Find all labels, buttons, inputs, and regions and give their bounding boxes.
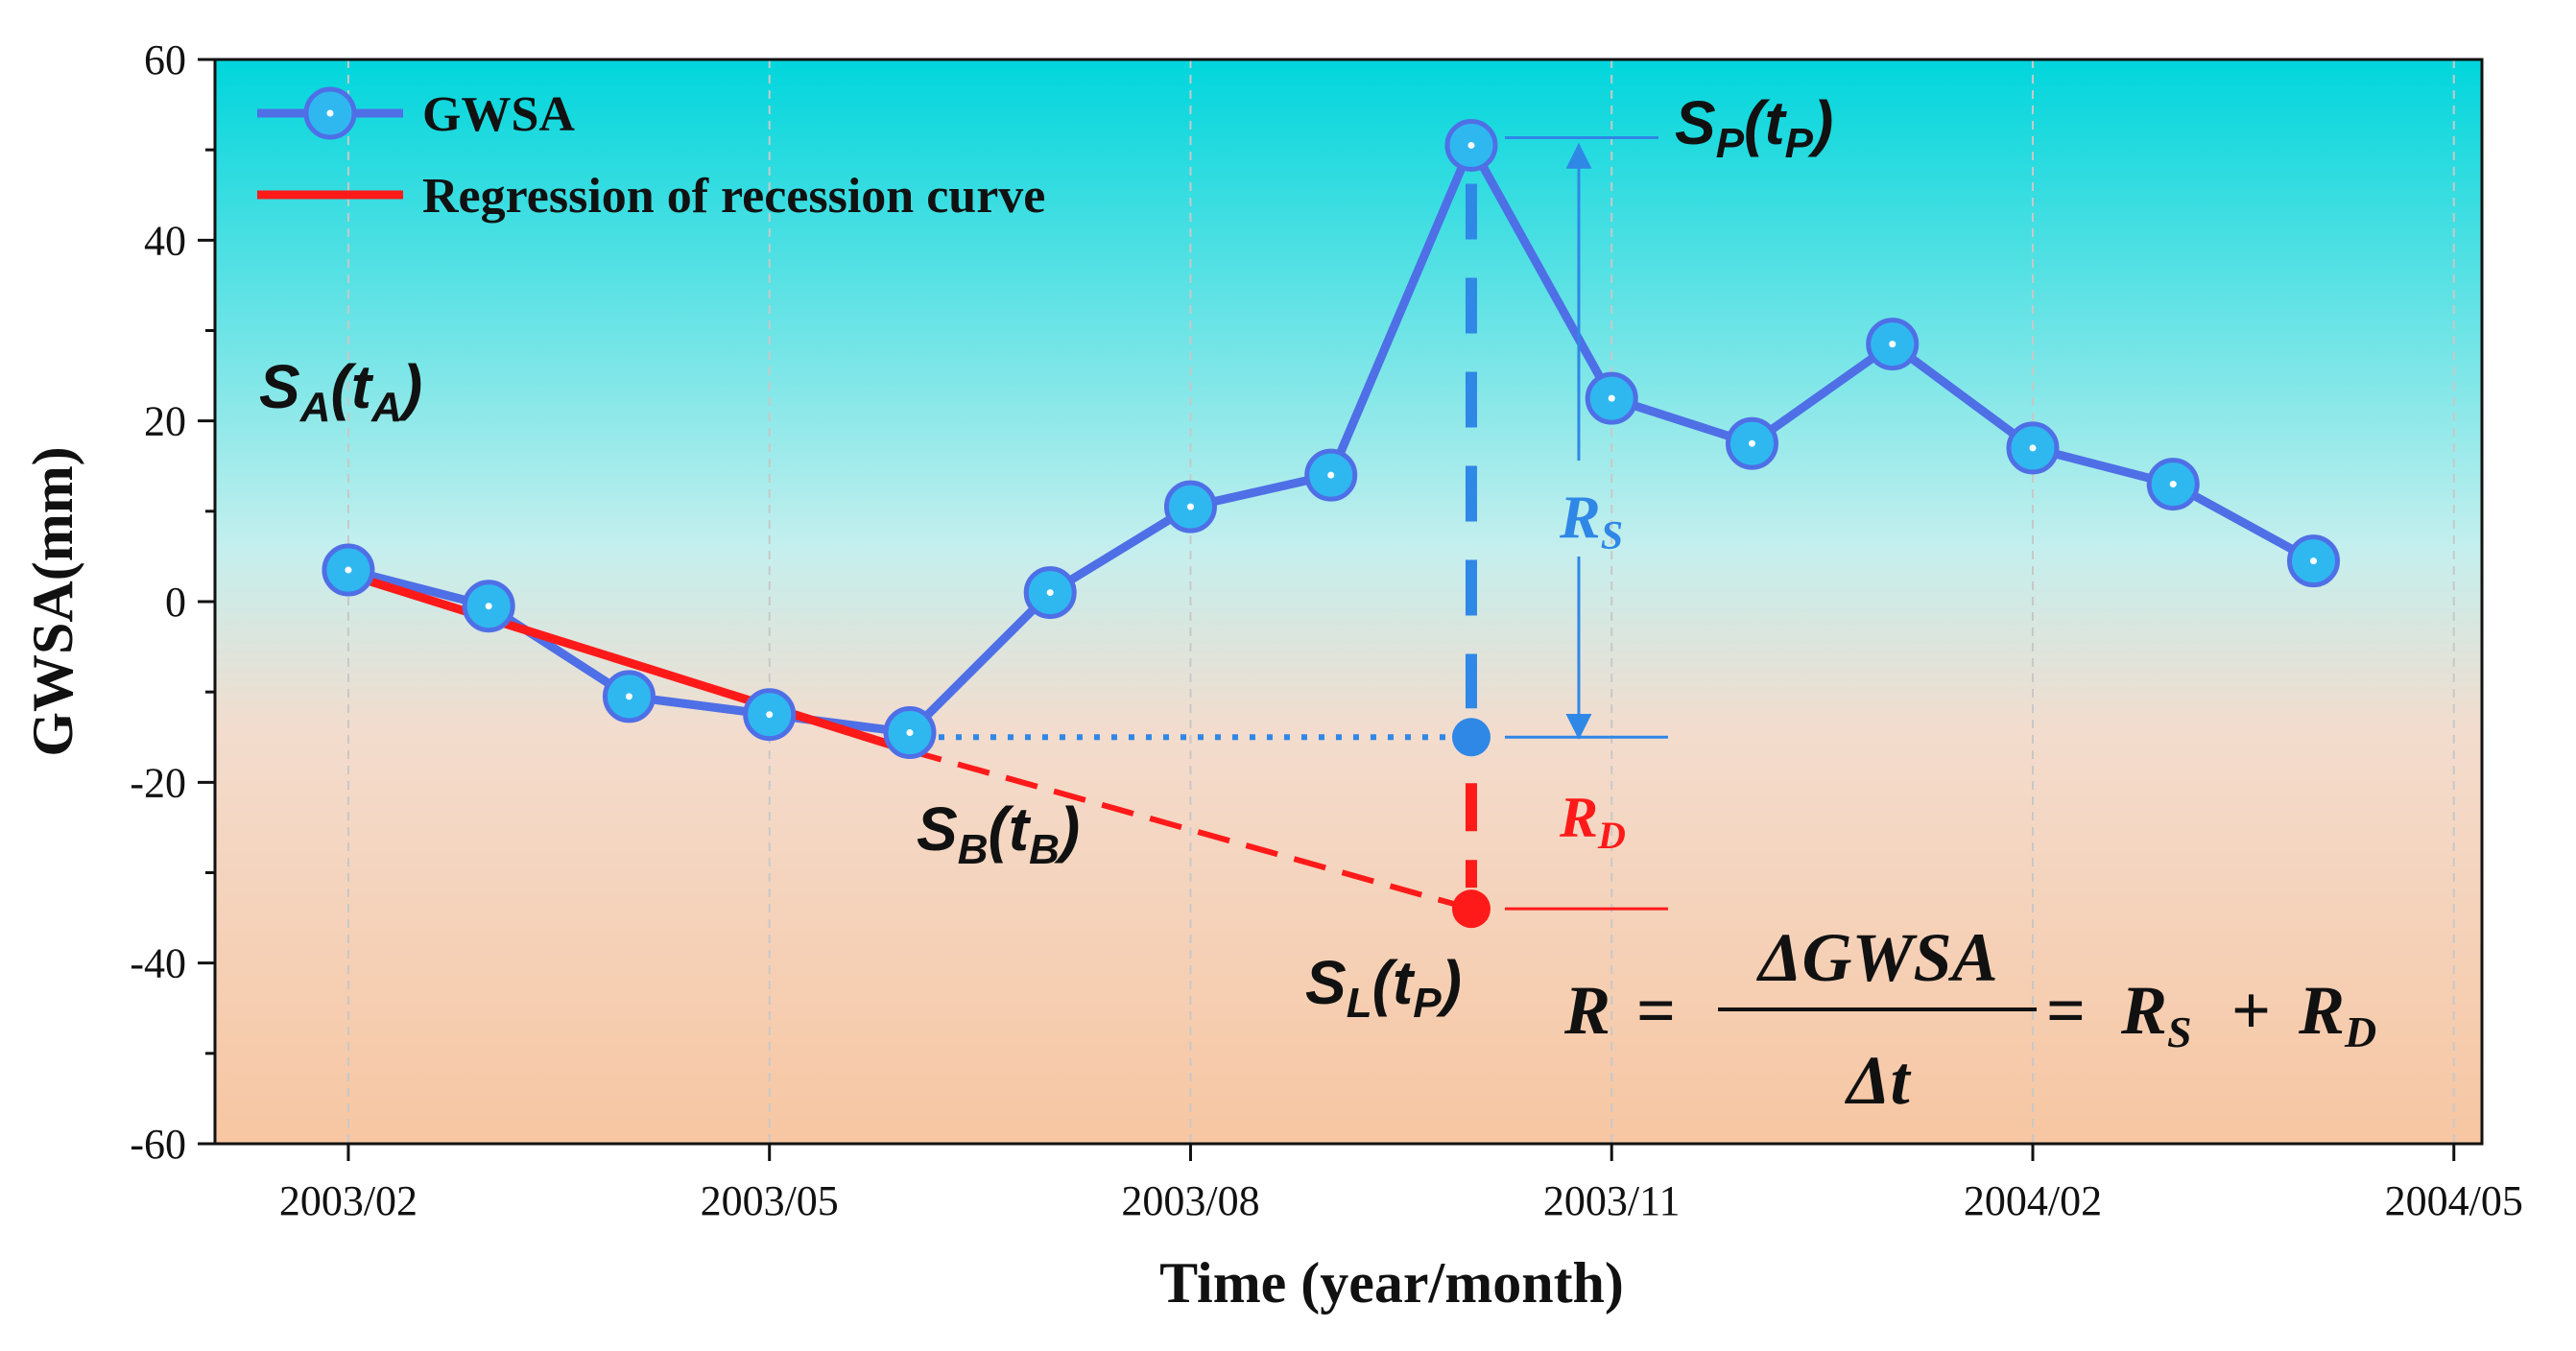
gwsa-point-center — [2029, 444, 2037, 452]
y-tick-label: 0 — [165, 579, 186, 626]
y-tick-label: -20 — [130, 759, 186, 806]
x-axis-title: Time (year/month) — [1159, 1251, 1624, 1315]
gwsa-point-center — [1186, 503, 1194, 510]
plot-area — [215, 59, 2482, 1144]
y-axis-title: GWSA(mm) — [21, 446, 84, 756]
formula-rs: RS — [2120, 972, 2192, 1056]
axes: 2003/02 2003/05 2003/08 2003/11 2004/02 2004/… — [130, 36, 2523, 1224]
formula-lhs: R — [1563, 972, 1610, 1049]
y-tick-label: 40 — [144, 217, 186, 264]
grid-lines — [346, 59, 2455, 1144]
rs-label: RS — [1559, 483, 1623, 558]
x-tick-label: 2003/02 — [279, 1177, 417, 1224]
formula-plus: + — [2231, 972, 2271, 1049]
recharge-formula: R = ΔGWSA Δt = RS + RD — [1563, 919, 2376, 1119]
sb-label: SB(tB) — [917, 794, 1080, 873]
regression-fitted-line — [344, 570, 915, 755]
legend-gwsa-label: GWSA — [422, 87, 575, 142]
gwsa-point-center — [1327, 471, 1335, 479]
formula-equals-2: = — [2046, 972, 2086, 1049]
y-tick-label: -40 — [130, 940, 186, 987]
legend-gwsa-marker-dot — [326, 109, 334, 117]
gwsa-point-center — [2309, 557, 2317, 565]
y-tick-label: -60 — [130, 1121, 186, 1168]
x-tick-label: 2003/11 — [1543, 1177, 1681, 1224]
sa-label: SA(tA) — [259, 352, 422, 431]
storage-level-point — [1451, 718, 1491, 757]
sp-label: SP(tP) — [1675, 88, 1833, 167]
y-tick-label: 20 — [144, 398, 186, 445]
chart-marks — [322, 118, 2340, 929]
gwsa-point-center — [766, 711, 774, 719]
gwsa-point-center — [1467, 141, 1475, 149]
sl-label: SL(tP) — [1305, 948, 1462, 1027]
formula-numerator: ΔGWSA — [1755, 919, 1997, 996]
gwsa-point-center — [485, 603, 492, 610]
gwsa-point-center — [625, 693, 632, 700]
y-tick-label: 60 — [144, 36, 186, 83]
formula-equals: = — [1636, 972, 1676, 1049]
gwsa-point-center — [1889, 341, 1896, 348]
x-tick-label: 2004/02 — [1964, 1177, 2102, 1224]
x-tick-label: 2003/05 — [701, 1177, 839, 1224]
formula-denominator: Δt — [1844, 1042, 1911, 1119]
legend-regression-label: Regression of recession curve — [422, 169, 1045, 224]
gwsa-point-center — [1046, 589, 1054, 597]
gwsa-point-center — [1748, 439, 1755, 447]
x-tick-label: 2004/05 — [2385, 1177, 2523, 1224]
gwsa-point-center — [345, 566, 352, 574]
rd-label: RD — [1559, 786, 1626, 857]
gwsa-point-center — [2169, 481, 2177, 488]
formula-rd: RD — [2298, 972, 2376, 1056]
lower-limit-point — [1451, 889, 1491, 929]
legend: GWSA Regression of recession curve — [257, 86, 1045, 224]
gwsa-point-center — [906, 729, 914, 737]
gwsa-point-center — [1608, 394, 1615, 402]
x-tick-label: 2003/08 — [1121, 1177, 1259, 1224]
